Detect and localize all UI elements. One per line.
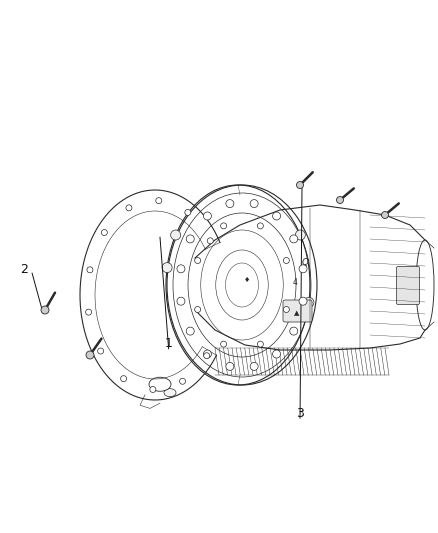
Circle shape (272, 350, 281, 358)
Circle shape (250, 362, 258, 370)
Circle shape (258, 223, 263, 229)
Circle shape (304, 297, 314, 308)
Circle shape (120, 376, 127, 382)
Circle shape (185, 209, 191, 215)
Ellipse shape (164, 389, 176, 397)
Circle shape (250, 199, 258, 207)
Circle shape (299, 297, 307, 305)
Ellipse shape (149, 377, 171, 391)
Circle shape (41, 306, 49, 314)
FancyBboxPatch shape (396, 266, 420, 304)
Circle shape (186, 327, 194, 335)
Circle shape (85, 309, 92, 315)
Circle shape (180, 378, 186, 384)
Circle shape (272, 212, 281, 220)
Circle shape (177, 265, 185, 273)
Circle shape (194, 257, 201, 263)
Circle shape (156, 198, 162, 204)
Circle shape (101, 230, 107, 236)
Circle shape (207, 238, 213, 244)
Text: 2: 2 (20, 263, 28, 276)
Circle shape (258, 341, 263, 347)
Circle shape (299, 265, 307, 273)
Circle shape (290, 327, 298, 335)
Circle shape (290, 235, 298, 243)
Text: Q: Q (301, 258, 308, 267)
Circle shape (226, 199, 234, 207)
Circle shape (203, 350, 212, 358)
Circle shape (162, 263, 172, 273)
Circle shape (87, 267, 93, 273)
Text: 3: 3 (296, 407, 304, 419)
Circle shape (336, 197, 343, 204)
Text: ♦: ♦ (244, 277, 250, 283)
Circle shape (226, 362, 234, 370)
Circle shape (177, 297, 185, 305)
Text: 4: 4 (293, 278, 297, 287)
Circle shape (150, 386, 156, 392)
Circle shape (381, 212, 389, 219)
Circle shape (98, 348, 104, 354)
Circle shape (297, 182, 304, 189)
Circle shape (204, 353, 210, 359)
Circle shape (221, 223, 226, 229)
Circle shape (283, 306, 290, 312)
FancyBboxPatch shape (283, 300, 312, 322)
Circle shape (194, 306, 201, 312)
Circle shape (171, 230, 180, 240)
Text: 1: 1 (165, 337, 173, 350)
Circle shape (221, 341, 226, 347)
Text: ▲: ▲ (294, 310, 300, 316)
Circle shape (203, 212, 212, 220)
Circle shape (295, 230, 305, 240)
Circle shape (126, 205, 132, 211)
Circle shape (86, 351, 94, 359)
Circle shape (186, 235, 194, 243)
Circle shape (283, 257, 290, 263)
